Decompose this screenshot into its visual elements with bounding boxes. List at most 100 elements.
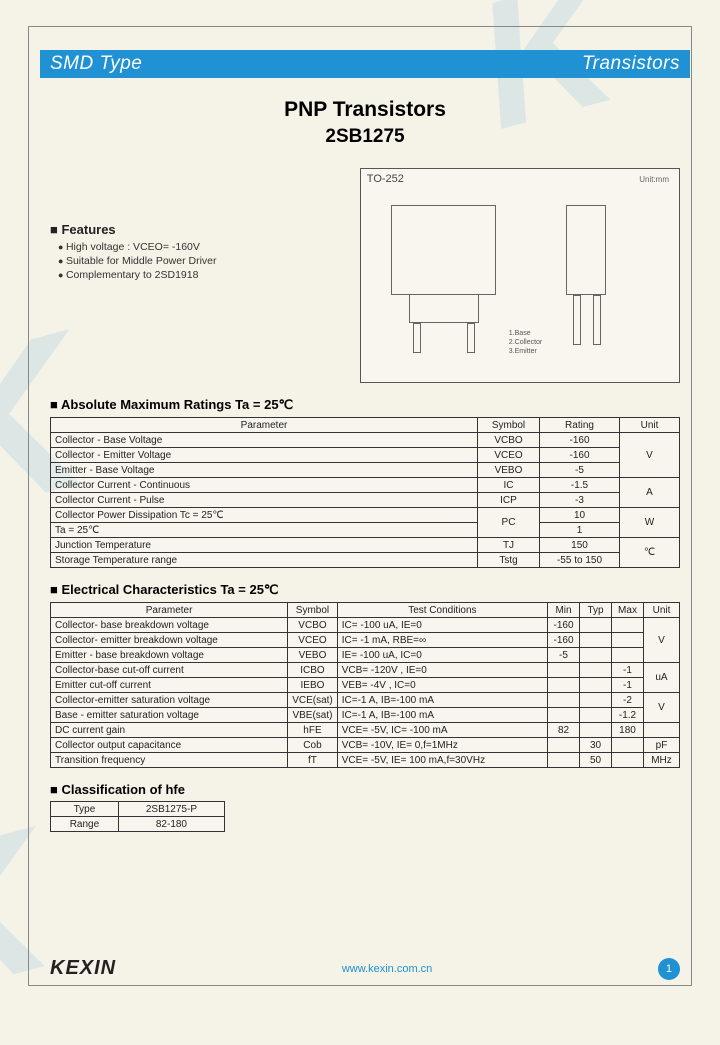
cell: VEBO — [288, 648, 338, 663]
cell: VCBO — [288, 618, 338, 633]
table-header: Unit — [620, 418, 680, 433]
pkg-lead — [467, 323, 475, 353]
cell — [580, 708, 612, 723]
cell-unit: pF — [644, 738, 680, 753]
cell: Collector- emitter breakdown voltage — [51, 633, 288, 648]
cell: Collector output capacitance — [51, 738, 288, 753]
package-diagram: TO-252 Unit:mm 1.Base2.Collector3.Emitte… — [360, 168, 680, 383]
cell-rating: -160 — [540, 433, 620, 448]
cell: DC current gain — [51, 723, 288, 738]
pkg-lead — [593, 295, 601, 345]
cell: -1 — [612, 663, 644, 678]
ec-heading: Electrical Characteristics Ta = 25℃ — [50, 582, 680, 598]
cell — [580, 663, 612, 678]
cell-unit: V — [644, 693, 680, 723]
cell: VCEO — [288, 633, 338, 648]
table-header: Parameter — [51, 603, 288, 618]
table-header: Typ — [580, 603, 612, 618]
cell-unit: V — [620, 433, 680, 478]
cell: -160 — [548, 618, 580, 633]
cell-param: Collector - Emitter Voltage — [51, 448, 478, 463]
cell-rating: 150 — [540, 538, 620, 553]
pkg-lead — [413, 323, 421, 353]
cell: VEB= -4V , IC=0 — [337, 678, 547, 693]
table-header: Symbol — [288, 603, 338, 618]
brand-logo: KEXIN — [50, 957, 116, 980]
header-right: Transistors — [582, 53, 680, 75]
cell-symbol: IC — [478, 478, 540, 493]
cell: Emitter cut-off current — [51, 678, 288, 693]
class-cell: Range — [51, 817, 119, 832]
features-section: Features High voltage : VCEO= -160VSuita… — [50, 168, 340, 383]
cell-unit: V — [644, 618, 680, 663]
cell-symbol: PC — [478, 508, 540, 538]
pkg-tab — [409, 295, 479, 323]
table-row: Junction TemperatureTJ150℃ — [51, 538, 680, 553]
class-cell: 2SB1275-P — [118, 802, 224, 817]
table-row: DC current gainhFEVCE= -5V, IC= -100 mA8… — [51, 723, 680, 738]
cell — [612, 753, 644, 768]
cell: VBE(sat) — [288, 708, 338, 723]
cell-rating: -160 — [540, 448, 620, 463]
cell-symbol: VEBO — [478, 463, 540, 478]
cell: -1.2 — [612, 708, 644, 723]
cell: VCE(sat) — [288, 693, 338, 708]
table-row: Collector Current - ContinuousIC-1.5A — [51, 478, 680, 493]
table-row: Collector - Base VoltageVCBO-160V — [51, 433, 680, 448]
abs-heading: Absolute Maximum Ratings Ta = 25℃ — [50, 397, 680, 413]
cell-param: Collector Power Dissipation Tc = 25℃ — [51, 508, 478, 523]
cell — [548, 663, 580, 678]
cell: Collector- base breakdown voltage — [51, 618, 288, 633]
electrical-table: ParameterSymbolTest ConditionsMinTypMaxU… — [50, 602, 680, 768]
cell: IEBO — [288, 678, 338, 693]
pkg-lead — [573, 295, 581, 345]
cell: Emitter - base breakdown voltage — [51, 648, 288, 663]
cell: -5 — [548, 648, 580, 663]
cell: IC= -1 mA, RBE=∞ — [337, 633, 547, 648]
cell — [548, 693, 580, 708]
cell-unit — [644, 723, 680, 738]
cell-param: Ta = 25℃ — [51, 523, 478, 538]
table-row: Ta = 25℃ 1 — [51, 523, 680, 538]
package-unit: Unit:mm — [639, 175, 669, 184]
cell: Cob — [288, 738, 338, 753]
table-row: Collector- emitter breakdown voltageVCEO… — [51, 633, 680, 648]
cell: VCE= -5V, IC= -100 mA — [337, 723, 547, 738]
cell-param: Storage Temperature range — [51, 553, 478, 568]
cell-unit: uA — [644, 663, 680, 693]
feature-item: High voltage : VCEO= -160V — [58, 241, 340, 253]
cell-param: Collector - Base Voltage — [51, 433, 478, 448]
table-header: Symbol — [478, 418, 540, 433]
cell — [612, 738, 644, 753]
cell-rating: 1 — [540, 523, 620, 538]
cell-symbol: VCEO — [478, 448, 540, 463]
table-row: Emitter - base breakdown voltageVEBOIE= … — [51, 648, 680, 663]
abs-max-table: ParameterSymbolRatingUnit Collector - Ba… — [50, 417, 680, 568]
table-row: Emitter - Base VoltageVEBO-5 — [51, 463, 680, 478]
cell-rating: -5 — [540, 463, 620, 478]
footer-url: www.kexin.com.cn — [342, 963, 432, 975]
cell-param: Junction Temperature — [51, 538, 478, 553]
cell — [612, 648, 644, 663]
class-cell: 82-180 — [118, 817, 224, 832]
cell: -1 — [612, 678, 644, 693]
cell: IC=-1 A, IB=-100 mA — [337, 708, 547, 723]
cell: IE= -100 uA, IC=0 — [337, 648, 547, 663]
pin-labels: 1.Base2.Collector3.Emitter — [509, 329, 542, 356]
table-row: Collector output capacitanceCobVCB= -10V… — [51, 738, 680, 753]
table-row: Transition frequencyfTVCE= -5V, IE= 100 … — [51, 753, 680, 768]
cell — [580, 633, 612, 648]
pkg-front — [391, 205, 496, 295]
cell: Transition frequency — [51, 753, 288, 768]
table-header: Rating — [540, 418, 620, 433]
cell-rating: 10 — [540, 508, 620, 523]
cell-unit: A — [620, 478, 680, 508]
cell: 82 — [548, 723, 580, 738]
cell — [580, 648, 612, 663]
table-row: Storage Temperature rangeTstg-55 to 150 — [51, 553, 680, 568]
table-row: Collector-base cut-off currentICBOVCB= -… — [51, 663, 680, 678]
cell-rating: -1.5 — [540, 478, 620, 493]
table-row: Emitter cut-off currentIEBOVEB= -4V , IC… — [51, 678, 680, 693]
cell-unit: ℃ — [620, 538, 680, 568]
header-bar: SMD Type Transistors — [40, 50, 690, 78]
